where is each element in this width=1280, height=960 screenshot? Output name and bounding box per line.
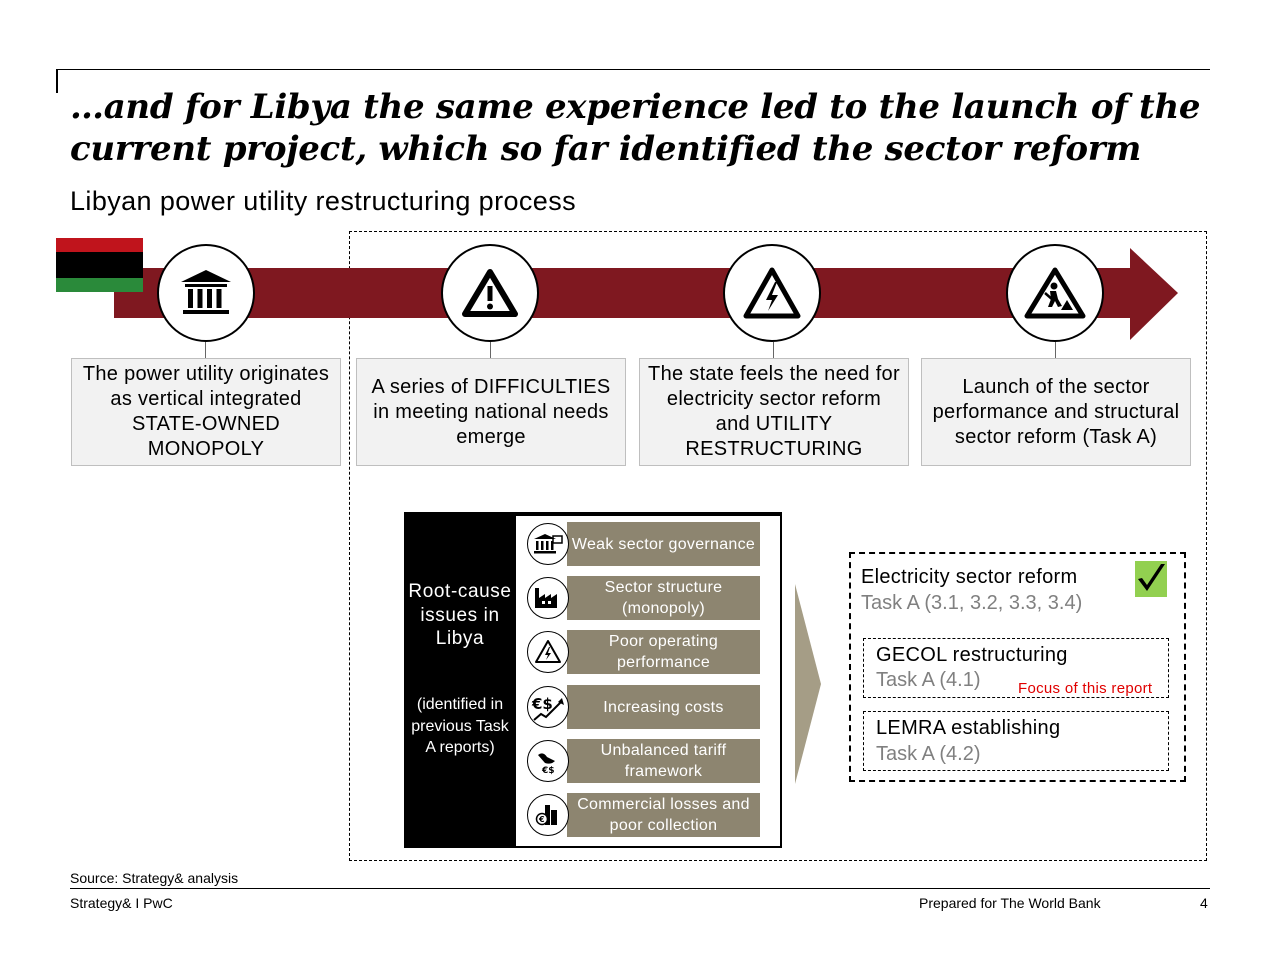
reform-title: Electricity sector reform	[861, 566, 1078, 588]
slide-subtitle: Libyan power utility restructuring proce…	[70, 186, 577, 216]
step-text: The state feels the need for electricity…	[648, 363, 900, 460]
issue-item: Sector structure (monopoly)	[567, 576, 760, 620]
issue-label: Poor operating performance	[608, 633, 719, 671]
warning-icon	[441, 244, 539, 342]
footer-brand: Strategy& I PwC	[70, 895, 173, 911]
step-box-2: A series of DIFFICULTIES in meeting nati…	[356, 358, 626, 466]
money-loss-icon: €	[527, 794, 569, 836]
step-box-4: Launch of the sector performance and str…	[921, 358, 1191, 466]
svg-text:€$: €$	[541, 766, 555, 775]
step-box-1: The power utility originates as vertical…	[71, 358, 341, 466]
corner-mark	[56, 69, 58, 93]
issue-label: Commercial losses and poor collection	[577, 796, 750, 834]
libya-flag-icon	[56, 238, 143, 292]
electric-bolt-icon	[527, 631, 569, 673]
connector	[205, 342, 206, 358]
gecol-task: Task A (4.1)	[876, 669, 981, 691]
step-text: Launch of the sector performance and str…	[932, 375, 1180, 448]
lemra-title: LEMRA establishing	[876, 717, 1061, 739]
connector	[1055, 342, 1056, 358]
timeline-arrow	[114, 248, 1178, 340]
source-note: Source: Strategy& analysis	[70, 870, 239, 886]
step-text: The power utility originates as vertical…	[82, 363, 330, 460]
governance-building-icon	[527, 523, 569, 565]
issue-item: Commercial losses and poor collection	[567, 793, 760, 837]
connector	[773, 342, 774, 358]
slide-title: …and for Libya the same experience led t…	[70, 87, 1201, 169]
step-text: A series of DIFFICULTIES in meeting nati…	[371, 375, 611, 448]
root-cause-title: Root-cause issues in Libya	[408, 581, 512, 649]
issue-label: Sector structure (monopoly)	[604, 579, 723, 617]
svg-text:€: €	[538, 815, 545, 824]
page-number: 4	[1200, 895, 1208, 911]
issue-label: Increasing costs	[603, 698, 724, 716]
issue-item: Increasing costs	[567, 685, 760, 729]
footer-rule	[70, 888, 1210, 889]
flow-arrow	[795, 584, 821, 784]
checkmark-icon	[1135, 561, 1167, 597]
tariff-balance-icon: €$	[527, 740, 569, 782]
government-building-icon	[157, 244, 255, 342]
root-cause-list	[516, 516, 780, 846]
high-voltage-icon	[723, 244, 821, 342]
gecol-title: GECOL restructuring	[876, 644, 1068, 666]
factory-icon	[527, 577, 569, 619]
gecol-box	[863, 638, 1169, 698]
issue-item: Weak sector governance	[567, 522, 760, 566]
road-works-icon	[1006, 244, 1104, 342]
issue-item: Unbalanced tariff framework	[567, 739, 760, 783]
lemra-box	[863, 711, 1169, 771]
lemra-task: Task A (4.2)	[876, 743, 981, 765]
root-cause-note: (identified in previous Task A reports)	[411, 696, 509, 756]
reform-scope-frame	[349, 231, 1207, 861]
issue-label: Weak sector governance	[571, 535, 756, 553]
focus-label: Focus of this report	[1018, 680, 1153, 697]
issue-label: Unbalanced tariff framework	[600, 742, 727, 780]
connector	[490, 342, 491, 358]
step-box-3: The state feels the need for electricity…	[639, 358, 909, 466]
top-rule	[56, 69, 1210, 70]
issue-item: Poor operating performance	[567, 630, 760, 674]
svg-text:€$: €$	[531, 695, 553, 713]
footer-prepared: Prepared for The World Bank	[919, 895, 1101, 911]
rising-cost-icon: €$	[527, 686, 569, 728]
reform-box	[849, 552, 1186, 782]
reform-task: Task A (3.1, 3.2, 3.3, 3.4)	[861, 592, 1083, 614]
